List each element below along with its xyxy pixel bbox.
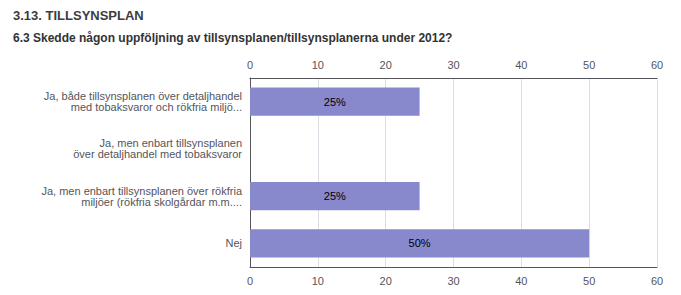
svg-text:Ja, men enbart tillsynsplanen: Ja, men enbart tillsynsplanen bbox=[99, 137, 242, 150]
svg-text:30: 30 bbox=[447, 275, 459, 287]
svg-text:3.13. TILLSYNSPLAN: 3.13. TILLSYNSPLAN bbox=[13, 8, 144, 23]
svg-text:30: 30 bbox=[447, 59, 459, 71]
svg-text:Ja, men enbart tillsynsplanen: Ja, men enbart tillsynsplanen över rökfr… bbox=[41, 184, 242, 197]
svg-text:50%: 50% bbox=[409, 237, 431, 249]
svg-text:40: 40 bbox=[515, 59, 527, 71]
svg-text:60: 60 bbox=[651, 275, 663, 287]
svg-text:20: 20 bbox=[380, 59, 392, 71]
svg-text:miljöer (rökfria skolgårdar m.: miljöer (rökfria skolgårdar m.m.... bbox=[81, 196, 242, 208]
svg-text:60: 60 bbox=[651, 59, 663, 71]
svg-text:50: 50 bbox=[583, 59, 595, 71]
svg-text:0: 0 bbox=[247, 275, 253, 287]
svg-text:10: 10 bbox=[312, 59, 324, 71]
svg-text:10: 10 bbox=[312, 275, 324, 287]
svg-text:50: 50 bbox=[583, 275, 595, 287]
svg-text:20: 20 bbox=[380, 275, 392, 287]
svg-text:Ja, både tillsynsplanen över d: Ja, både tillsynsplanen över detaljhande… bbox=[43, 90, 242, 103]
svg-text:40: 40 bbox=[515, 275, 527, 287]
svg-text:25%: 25% bbox=[324, 96, 346, 108]
svg-text:över detaljhandel med tobaksva: över detaljhandel med tobaksvaror bbox=[73, 148, 242, 160]
svg-text:6.3 Skedde någon uppföljning a: 6.3 Skedde någon uppföljning av tillsyns… bbox=[13, 31, 452, 45]
svg-text:Nej: Nej bbox=[225, 237, 242, 249]
svg-text:25%: 25% bbox=[324, 190, 346, 202]
svg-text:0: 0 bbox=[247, 59, 253, 71]
svg-text:med tobaksvaror och rökfria mi: med tobaksvaror och rökfria miljö... bbox=[71, 101, 242, 113]
